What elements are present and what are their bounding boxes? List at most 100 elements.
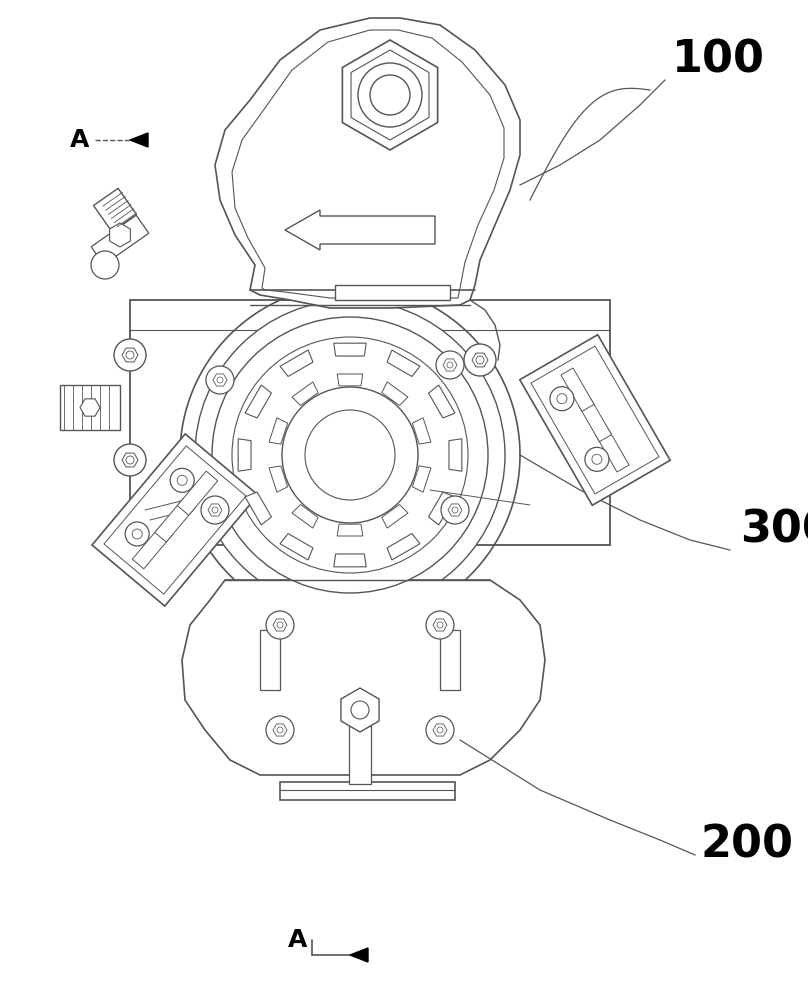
Circle shape: [557, 394, 567, 404]
Circle shape: [592, 454, 602, 464]
Polygon shape: [341, 688, 379, 732]
Polygon shape: [428, 385, 455, 418]
Polygon shape: [273, 724, 287, 736]
Circle shape: [370, 75, 410, 115]
Polygon shape: [80, 399, 100, 416]
Polygon shape: [292, 504, 318, 528]
Circle shape: [212, 507, 218, 513]
Polygon shape: [273, 619, 287, 631]
Circle shape: [550, 387, 574, 411]
Polygon shape: [351, 50, 429, 140]
Circle shape: [282, 387, 418, 523]
Polygon shape: [433, 724, 447, 736]
Circle shape: [476, 356, 484, 364]
Polygon shape: [350, 948, 368, 962]
Polygon shape: [182, 580, 545, 775]
Polygon shape: [91, 215, 149, 265]
Polygon shape: [215, 18, 520, 308]
Circle shape: [441, 496, 469, 524]
Circle shape: [447, 362, 453, 368]
Polygon shape: [443, 359, 457, 371]
Polygon shape: [94, 188, 137, 232]
Circle shape: [125, 522, 149, 546]
Circle shape: [266, 611, 294, 639]
Polygon shape: [387, 350, 420, 376]
Circle shape: [201, 496, 229, 524]
Polygon shape: [387, 534, 420, 560]
Polygon shape: [245, 492, 271, 525]
Polygon shape: [122, 348, 138, 362]
Circle shape: [212, 317, 488, 593]
Polygon shape: [213, 374, 227, 386]
Circle shape: [464, 344, 496, 376]
Polygon shape: [337, 524, 363, 536]
Circle shape: [217, 377, 223, 383]
Circle shape: [126, 456, 134, 464]
Circle shape: [305, 410, 395, 500]
Polygon shape: [269, 418, 288, 444]
Polygon shape: [92, 434, 258, 606]
Circle shape: [585, 447, 609, 471]
Polygon shape: [110, 223, 130, 247]
Polygon shape: [292, 382, 318, 406]
Circle shape: [206, 366, 234, 394]
Circle shape: [437, 622, 443, 628]
Circle shape: [358, 63, 422, 127]
Text: 200: 200: [700, 824, 793, 866]
Text: A: A: [70, 128, 90, 152]
Polygon shape: [343, 40, 438, 150]
Bar: [60, 385, 120, 430]
Polygon shape: [337, 374, 363, 386]
Polygon shape: [133, 525, 173, 569]
Polygon shape: [245, 385, 271, 418]
Circle shape: [232, 337, 468, 573]
Circle shape: [452, 507, 458, 513]
Polygon shape: [448, 504, 462, 516]
Circle shape: [266, 716, 294, 744]
Polygon shape: [334, 554, 366, 567]
Polygon shape: [433, 619, 447, 631]
Polygon shape: [269, 466, 288, 492]
Circle shape: [277, 727, 283, 733]
Circle shape: [133, 529, 142, 539]
Bar: [335, 285, 450, 300]
Polygon shape: [428, 492, 455, 525]
Text: 100: 100: [672, 38, 765, 82]
Polygon shape: [561, 368, 594, 411]
Polygon shape: [130, 133, 148, 147]
Polygon shape: [449, 439, 462, 471]
Circle shape: [436, 351, 464, 379]
Polygon shape: [208, 504, 222, 516]
Polygon shape: [579, 398, 612, 442]
Circle shape: [177, 475, 187, 485]
Circle shape: [91, 251, 119, 279]
Circle shape: [170, 468, 194, 492]
Polygon shape: [155, 498, 196, 542]
Circle shape: [426, 716, 454, 744]
Polygon shape: [260, 630, 280, 690]
Polygon shape: [122, 453, 138, 467]
Circle shape: [437, 727, 443, 733]
Polygon shape: [412, 418, 431, 444]
Circle shape: [114, 444, 146, 476]
Polygon shape: [349, 726, 371, 784]
Polygon shape: [412, 466, 431, 492]
Polygon shape: [596, 429, 629, 472]
Text: A: A: [288, 928, 308, 952]
Polygon shape: [381, 382, 408, 406]
Bar: [130, 300, 610, 545]
Circle shape: [114, 339, 146, 371]
Circle shape: [426, 611, 454, 639]
Polygon shape: [381, 504, 408, 528]
Polygon shape: [280, 534, 313, 560]
Polygon shape: [334, 343, 366, 356]
Polygon shape: [285, 210, 435, 250]
Circle shape: [351, 701, 369, 719]
Bar: [280, 782, 455, 800]
Circle shape: [126, 351, 134, 359]
Circle shape: [277, 622, 283, 628]
Polygon shape: [520, 335, 670, 505]
Polygon shape: [440, 630, 460, 690]
Circle shape: [195, 300, 505, 610]
Polygon shape: [238, 439, 251, 471]
